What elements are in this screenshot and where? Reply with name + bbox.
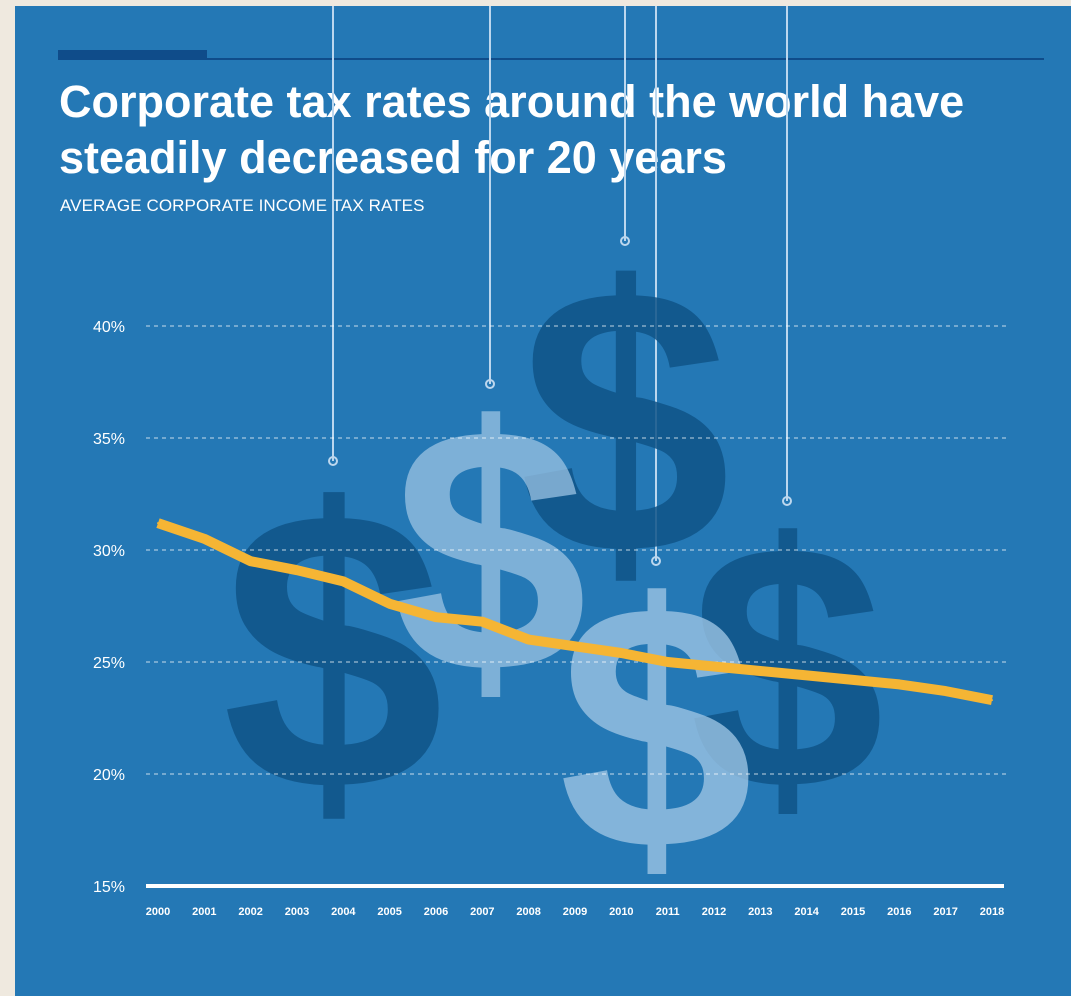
x-axis: 2000 2001 2002 2003 2004 2005 2006 2007 2008 2009… — [146, 906, 1004, 918]
string-hook — [651, 556, 661, 566]
x-tick-label: 2004 — [331, 906, 356, 918]
x-tick-label: 2015 — [841, 906, 865, 918]
data-point — [852, 678, 854, 681]
data-point — [157, 522, 159, 525]
x-tick-label: 2006 — [424, 906, 448, 918]
x-tick-label: 2018 — [980, 906, 1004, 918]
y-tick-label: 30% — [93, 543, 125, 560]
dollar-sign-icon: $ — [559, 532, 754, 923]
data-point — [249, 560, 252, 563]
data-point — [805, 674, 808, 677]
x-tick-label: 2017 — [933, 906, 957, 918]
data-point — [944, 690, 947, 693]
data-point — [666, 661, 669, 663]
data-point — [203, 537, 206, 540]
line-chart: $$$$$ 15%20%25%30%35%40% 2000 2001 2002 200… — [93, 6, 1010, 923]
string-hook — [328, 456, 338, 466]
x-tick-label: 2013 — [748, 906, 772, 918]
y-tick-label: 35% — [93, 431, 125, 448]
y-tick-label: 20% — [93, 767, 125, 784]
data-point — [620, 652, 623, 655]
data-point — [759, 669, 762, 672]
x-tick-label: 2002 — [238, 906, 262, 918]
dollar-sign-icon: $ — [222, 427, 444, 874]
series-layer — [156, 518, 993, 706]
dollar-sign-icon: $ — [519, 209, 730, 634]
data-point — [435, 616, 437, 619]
header-accent-bar — [58, 50, 207, 59]
data-point — [527, 638, 530, 641]
x-tick-label: 2014 — [794, 906, 819, 918]
data-point — [481, 620, 484, 623]
x-tick-label: 2010 — [609, 906, 633, 918]
x-tick-label: 2005 — [377, 906, 401, 918]
x-tick-label: 2016 — [887, 906, 911, 918]
header-rule — [58, 58, 1044, 60]
data-point — [713, 665, 715, 668]
infographic-panel: Corporate tax rates around the world hav… — [15, 6, 1071, 996]
data-point — [991, 699, 993, 702]
hanging-strings — [328, 6, 792, 566]
data-point — [388, 602, 391, 605]
gridlines — [146, 325, 1010, 888]
y-axis: 15% 20% 25% 30% 35% 40% — [93, 319, 125, 896]
string-hook — [485, 379, 495, 389]
data-point — [342, 580, 345, 583]
data-point — [296, 569, 298, 572]
string-hook — [782, 496, 792, 506]
x-tick-label: 2011 — [656, 906, 680, 918]
x-tick-label: 2001 — [192, 906, 216, 918]
string-hook — [620, 236, 630, 246]
x-tick-label: 2012 — [702, 906, 726, 918]
dollar-sign-decorations: $$$$$ — [222, 209, 885, 923]
x-tick-label: 2008 — [516, 906, 540, 918]
chart-title: Corporate tax rates around the world hav… — [59, 76, 965, 183]
x-tick-label: 2000 — [146, 906, 170, 918]
y-tick-label: 40% — [93, 319, 125, 336]
data-point — [898, 683, 901, 686]
x-tick-label: 2009 — [563, 906, 587, 918]
y-tick-label: 15% — [93, 879, 125, 896]
y-tick-label: 25% — [93, 655, 125, 672]
x-tick-label: 2003 — [285, 906, 309, 918]
x-tick-label: 2007 — [470, 906, 494, 918]
data-point — [574, 645, 576, 648]
